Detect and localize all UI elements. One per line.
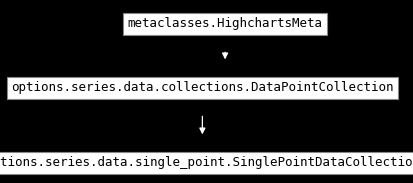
Text: options.series.data.single_point.SinglePointDataCollection: options.series.data.single_point.SingleP…	[0, 156, 413, 169]
Text: options.series.data.collections.DataPointCollection: options.series.data.collections.DataPoin…	[11, 81, 394, 94]
Text: metaclasses.HighchartsMeta: metaclasses.HighchartsMeta	[128, 17, 323, 30]
